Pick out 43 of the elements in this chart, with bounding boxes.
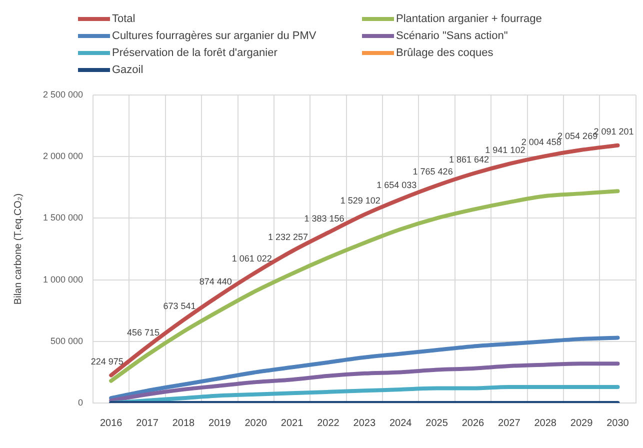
x-tick-label: 2021 — [280, 418, 304, 429]
data-label: 1 232 257 — [268, 232, 308, 242]
y-tick-label: 2 000 000 — [42, 151, 83, 162]
data-label: 874 440 — [199, 276, 232, 286]
x-tick-label: 2019 — [208, 418, 232, 429]
data-label: 1 383 156 — [304, 214, 344, 224]
legend-label: Cultures fourragères sur arganier du PMV — [112, 30, 316, 42]
y-tick-label: 0 — [78, 397, 83, 408]
y-axis-title: Bilan carbone (T.eq.CO₂) — [12, 193, 24, 305]
x-tick-label: 2020 — [244, 418, 268, 429]
y-tick-label: 2 500 000 — [42, 89, 83, 100]
line-series — [109, 189, 620, 383]
x-tick-label: 2027 — [498, 418, 521, 429]
legend-label: Scénario "Sans action" — [396, 30, 508, 42]
x-tick-label: 2028 — [534, 418, 557, 429]
data-label: 456 715 — [127, 328, 160, 338]
data-label: 1 765 426 — [412, 166, 453, 176]
data-label: 1 941 102 — [485, 144, 526, 155]
x-tick-label: 2017 — [136, 418, 159, 429]
data-label: 1 061 022 — [232, 253, 272, 264]
x-tick-label: 2022 — [317, 418, 340, 429]
y-tick-label: 1 000 000 — [42, 274, 83, 284]
legend-label: Préservation de la forêt d'arganier — [112, 47, 278, 59]
x-tick-label: 2025 — [426, 418, 448, 429]
legend-label: Total — [112, 13, 136, 25]
legend-label: Brûlage des coques — [396, 47, 494, 59]
x-tick-label: 2016 — [100, 418, 123, 429]
data-label: 1 861 642 — [448, 154, 490, 165]
x-tick-label: 2026 — [462, 418, 485, 429]
data-label: 1 654 033 — [376, 180, 417, 190]
line-series — [109, 336, 620, 400]
data-label: 673 541 — [163, 301, 196, 312]
x-tick-label: 2023 — [353, 418, 376, 429]
y-tick-label: 1 500 000 — [42, 212, 83, 223]
x-tick-label: 2018 — [172, 418, 196, 429]
legend-label: Gazoil — [112, 64, 144, 76]
x-tick-label: 2024 — [389, 418, 412, 429]
x-tick-label: 2029 — [570, 418, 594, 429]
legend-label: Plantation arganier + fourrage — [396, 13, 542, 25]
data-label: 224 975 — [90, 356, 124, 366]
data-label: 1 529 102 — [340, 196, 380, 206]
y-tick-label: 500 000 — [50, 336, 83, 346]
x-tick-label: 2030 — [606, 418, 630, 429]
